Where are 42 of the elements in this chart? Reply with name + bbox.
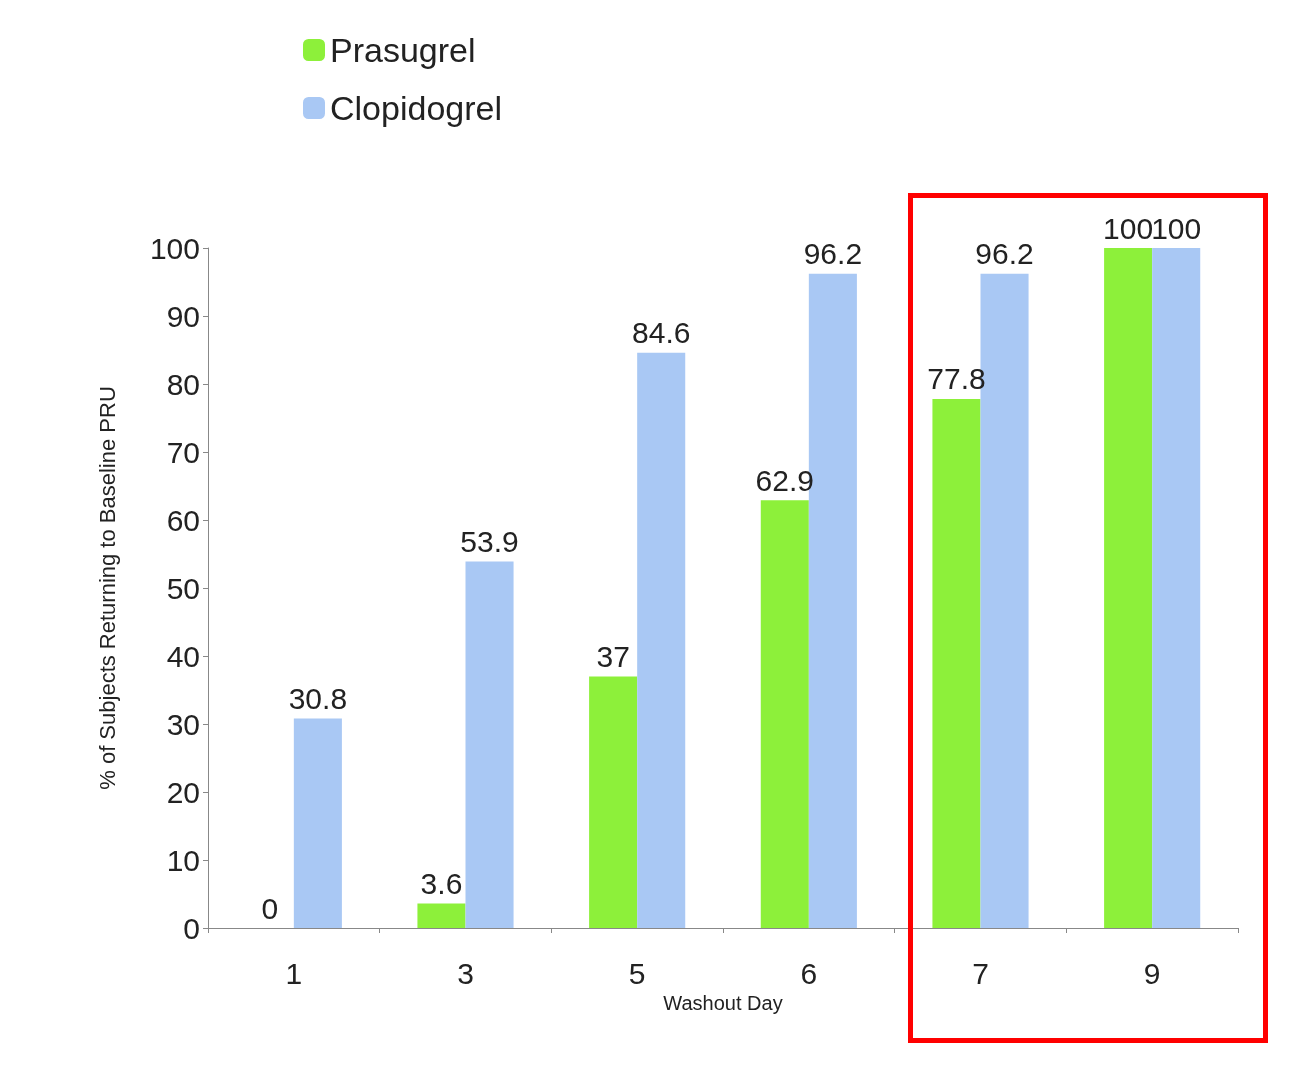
- y-axis-title: % of Subjects Returning to Baseline PRU: [94, 386, 120, 790]
- data-label: 77.8: [927, 362, 986, 396]
- x-tick-label: 6: [800, 956, 818, 990]
- x-tick-label: 3: [457, 956, 474, 990]
- data-label: 62.9: [755, 463, 814, 497]
- x-tick-label: 1: [285, 956, 303, 990]
- bar: [293, 718, 342, 928]
- y-tick-label: 80: [166, 367, 200, 401]
- y-tick-label: 100: [149, 231, 200, 265]
- x-tick-label: 7: [972, 956, 989, 990]
- bar: [760, 500, 809, 928]
- x-axis-title: Washout Day: [663, 991, 783, 1014]
- x-tick-label: 9: [1143, 956, 1161, 990]
- y-tick-label: 20: [166, 775, 200, 809]
- y-tick-label: 30: [166, 707, 200, 741]
- data-label: 0: [261, 891, 279, 925]
- bar: [417, 903, 466, 928]
- y-tick-label: 50: [166, 571, 200, 605]
- bar: [637, 352, 686, 928]
- y-tick-label: 0: [183, 911, 200, 945]
- y-tick-label: 60: [166, 503, 200, 537]
- bar: [932, 398, 981, 928]
- data-label: 100: [1103, 211, 1154, 245]
- y-tick-label: 70: [166, 435, 200, 469]
- data-label: 96.2: [803, 237, 863, 271]
- data-label: 53.9: [460, 524, 519, 558]
- y-tick-label: 10: [166, 843, 200, 877]
- data-label: 84.6: [632, 316, 691, 350]
- y-tick-label: 90: [166, 299, 200, 333]
- bar: [589, 676, 638, 928]
- legend-label: Clopidogrel: [330, 89, 502, 127]
- bar: [465, 561, 514, 928]
- data-label: 37: [596, 639, 630, 673]
- data-label: 96.2: [975, 237, 1034, 271]
- data-label: 3.6: [420, 867, 463, 901]
- bar: [1152, 248, 1201, 928]
- x-tick-label: 5: [628, 956, 646, 990]
- legend-label: Prasugrel: [330, 31, 476, 69]
- data-label: 30.8: [288, 682, 348, 716]
- y-tick-label: 40: [166, 639, 200, 673]
- bar: [1104, 248, 1153, 928]
- data-label: 100: [1151, 211, 1202, 245]
